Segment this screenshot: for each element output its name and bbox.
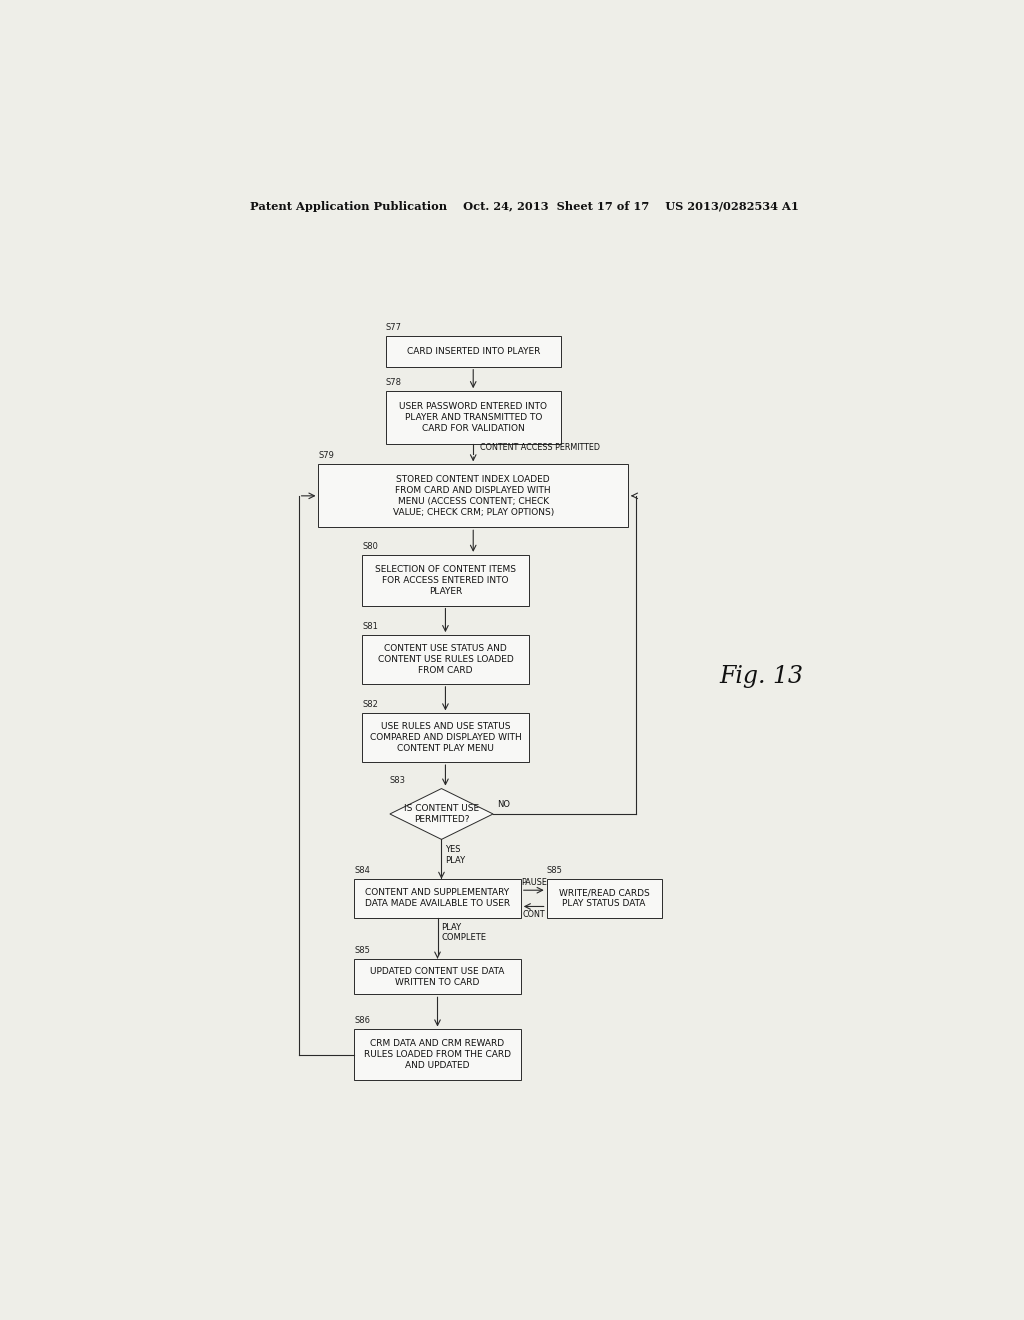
FancyBboxPatch shape — [354, 958, 521, 994]
Text: CRM DATA AND CRM REWARD
RULES LOADED FROM THE CARD
AND UPDATED: CRM DATA AND CRM REWARD RULES LOADED FRO… — [364, 1039, 511, 1071]
FancyBboxPatch shape — [362, 635, 528, 684]
FancyBboxPatch shape — [386, 337, 560, 367]
Text: NO: NO — [497, 800, 510, 809]
Text: USE RULES AND USE STATUS
COMPARED AND DISPLAYED WITH
CONTENT PLAY MENU: USE RULES AND USE STATUS COMPARED AND DI… — [370, 722, 521, 754]
Text: SELECTION OF CONTENT ITEMS
FOR ACCESS ENTERED INTO
PLAYER: SELECTION OF CONTENT ITEMS FOR ACCESS EN… — [375, 565, 516, 595]
Text: S85: S85 — [354, 945, 370, 954]
Text: COMPLETE: COMPLETE — [441, 933, 486, 942]
Polygon shape — [390, 788, 494, 840]
Text: Fig. 13: Fig. 13 — [719, 665, 803, 688]
Text: YES: YES — [445, 846, 461, 854]
Text: S85: S85 — [547, 866, 562, 875]
Text: UPDATED CONTENT USE DATA
WRITTEN TO CARD: UPDATED CONTENT USE DATA WRITTEN TO CARD — [371, 966, 505, 986]
Text: STORED CONTENT INDEX LOADED
FROM CARD AND DISPLAYED WITH
MENU (ACCESS CONTENT; C: STORED CONTENT INDEX LOADED FROM CARD AN… — [392, 475, 554, 517]
Text: WRITE/READ CARDS
PLAY STATUS DATA: WRITE/READ CARDS PLAY STATUS DATA — [559, 888, 649, 908]
Text: S80: S80 — [362, 541, 378, 550]
FancyBboxPatch shape — [354, 879, 521, 917]
FancyBboxPatch shape — [354, 1030, 521, 1080]
Text: S83: S83 — [390, 776, 406, 784]
Text: USER PASSWORD ENTERED INTO
PLAYER AND TRANSMITTED TO
CARD FOR VALIDATION: USER PASSWORD ENTERED INTO PLAYER AND TR… — [399, 403, 547, 433]
Text: CONT: CONT — [522, 909, 545, 919]
Text: PLAY: PLAY — [441, 923, 462, 932]
Text: CONTENT ACCESS PERMITTED: CONTENT ACCESS PERMITTED — [479, 444, 600, 453]
FancyBboxPatch shape — [386, 391, 560, 444]
FancyBboxPatch shape — [547, 879, 662, 917]
Text: CARD INSERTED INTO PLAYER: CARD INSERTED INTO PLAYER — [407, 347, 540, 356]
Text: IS CONTENT USE
PERMITTED?: IS CONTENT USE PERMITTED? — [403, 804, 479, 824]
Text: S78: S78 — [386, 378, 401, 387]
Text: S81: S81 — [362, 622, 378, 631]
Text: PAUSE: PAUSE — [521, 878, 547, 887]
Text: S82: S82 — [362, 701, 378, 709]
FancyBboxPatch shape — [362, 554, 528, 606]
Text: S86: S86 — [354, 1016, 371, 1026]
Text: S79: S79 — [318, 451, 335, 461]
Text: S77: S77 — [386, 323, 401, 333]
Text: Patent Application Publication    Oct. 24, 2013  Sheet 17 of 17    US 2013/02825: Patent Application Publication Oct. 24, … — [250, 201, 800, 211]
FancyBboxPatch shape — [318, 465, 628, 528]
FancyBboxPatch shape — [362, 713, 528, 762]
Text: S84: S84 — [354, 866, 370, 875]
Text: PLAY: PLAY — [445, 855, 466, 865]
Text: CONTENT AND SUPPLEMENTARY
DATA MADE AVAILABLE TO USER: CONTENT AND SUPPLEMENTARY DATA MADE AVAI… — [365, 888, 510, 908]
Text: CONTENT USE STATUS AND
CONTENT USE RULES LOADED
FROM CARD: CONTENT USE STATUS AND CONTENT USE RULES… — [378, 644, 513, 675]
